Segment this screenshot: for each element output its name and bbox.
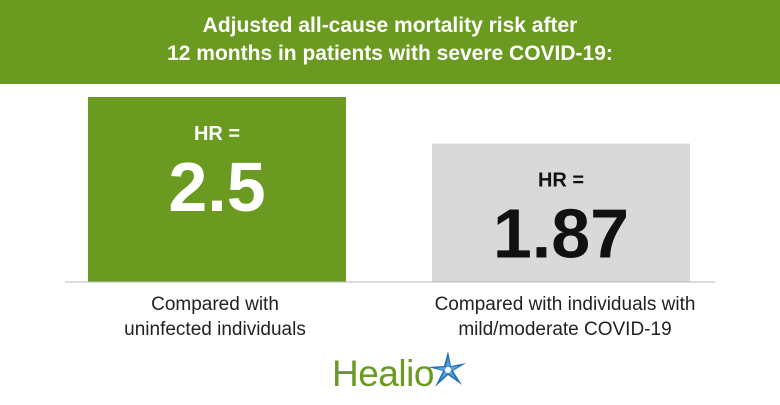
healio-logo-text: Healio: [332, 353, 434, 394]
bar-2-hr-label: HR =: [538, 170, 584, 192]
category-label-1-line-1: Compared with: [151, 294, 279, 315]
category-label-2-line-2: mild/moderate COVID-19: [458, 319, 672, 340]
star-burst-icon: [428, 351, 466, 387]
title-line-2: 12 months in patients with severe COVID-…: [167, 42, 613, 65]
bar-2-value-label: 1.87: [493, 195, 629, 273]
bar-1: [88, 97, 346, 282]
bar-1-hr-label: HR =: [194, 123, 240, 145]
title-banner: Adjusted all-cause mortality risk after …: [0, 0, 780, 84]
category-label-1-line-2: uninfected individuals: [124, 319, 306, 340]
bar-chart: HR = 2.5 HR = 1.87: [65, 97, 715, 283]
bar-1-value-label: 2.5: [168, 148, 265, 226]
category-label-1: Compared with uninfected individuals: [70, 292, 360, 342]
bar-2: [432, 143, 690, 282]
title-line-1: Adjusted all-cause mortality risk after: [202, 14, 578, 37]
category-label-2-line-1: Compared with individuals with: [434, 294, 696, 315]
category-label-2: Compared with individuals with mild/mode…: [395, 292, 735, 342]
healio-logo: Healio: [332, 349, 472, 399]
